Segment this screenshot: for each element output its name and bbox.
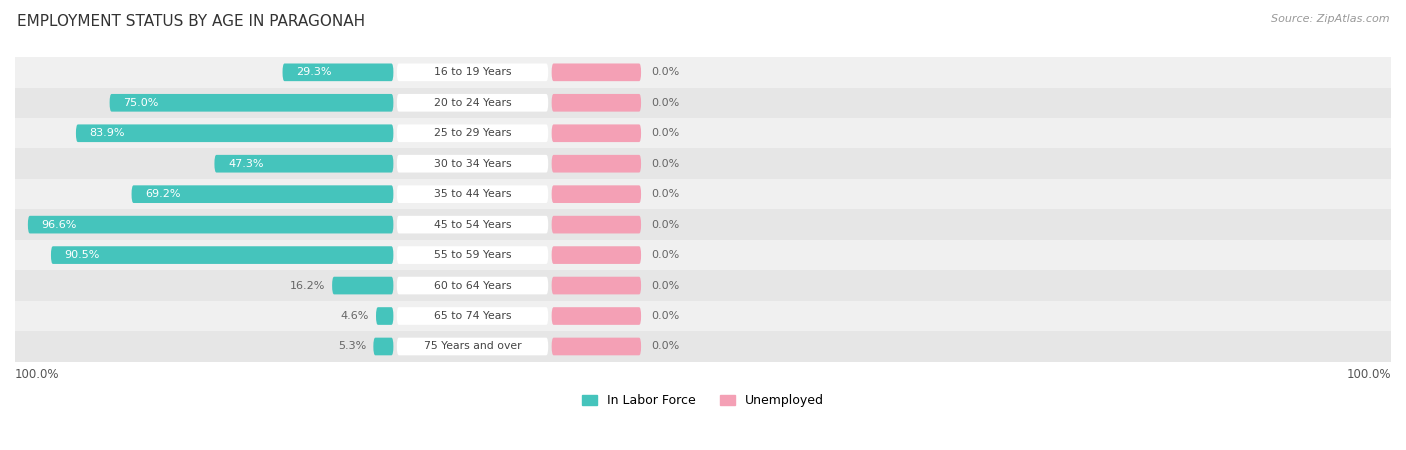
Text: 20 to 24 Years: 20 to 24 Years: [433, 98, 512, 108]
FancyBboxPatch shape: [551, 155, 641, 172]
Text: 55 to 59 Years: 55 to 59 Years: [434, 250, 512, 260]
FancyBboxPatch shape: [551, 124, 641, 142]
FancyBboxPatch shape: [396, 246, 548, 264]
FancyBboxPatch shape: [396, 277, 548, 294]
Text: 60 to 64 Years: 60 to 64 Years: [433, 280, 512, 291]
FancyBboxPatch shape: [132, 185, 394, 203]
Text: 47.3%: 47.3%: [228, 159, 264, 169]
FancyBboxPatch shape: [551, 63, 641, 81]
FancyBboxPatch shape: [396, 307, 548, 325]
Text: 96.6%: 96.6%: [42, 220, 77, 230]
FancyBboxPatch shape: [551, 307, 641, 325]
Bar: [15, 209, 1391, 240]
FancyBboxPatch shape: [396, 155, 548, 172]
Bar: [15, 88, 1391, 118]
Bar: [15, 331, 1391, 362]
Text: 16.2%: 16.2%: [290, 280, 325, 291]
FancyBboxPatch shape: [551, 216, 641, 234]
Text: Source: ZipAtlas.com: Source: ZipAtlas.com: [1271, 14, 1389, 23]
Text: EMPLOYMENT STATUS BY AGE IN PARAGONAH: EMPLOYMENT STATUS BY AGE IN PARAGONAH: [17, 14, 366, 28]
FancyBboxPatch shape: [551, 338, 641, 356]
Bar: [15, 240, 1391, 270]
Text: 75.0%: 75.0%: [124, 98, 159, 108]
FancyBboxPatch shape: [551, 277, 641, 294]
Text: 65 to 74 Years: 65 to 74 Years: [434, 311, 512, 321]
Text: 0.0%: 0.0%: [651, 280, 679, 291]
Text: 4.6%: 4.6%: [340, 311, 370, 321]
Bar: [15, 148, 1391, 179]
Bar: [15, 57, 1391, 88]
FancyBboxPatch shape: [396, 216, 548, 234]
FancyBboxPatch shape: [332, 277, 394, 294]
Text: 90.5%: 90.5%: [65, 250, 100, 260]
Bar: [15, 270, 1391, 301]
FancyBboxPatch shape: [283, 63, 394, 81]
Text: 0.0%: 0.0%: [651, 128, 679, 138]
Text: 0.0%: 0.0%: [651, 220, 679, 230]
Text: 29.3%: 29.3%: [297, 68, 332, 77]
Bar: [15, 301, 1391, 331]
Text: 5.3%: 5.3%: [339, 342, 367, 351]
FancyBboxPatch shape: [215, 155, 394, 172]
Text: 0.0%: 0.0%: [651, 342, 679, 351]
Legend: In Labor Force, Unemployed: In Labor Force, Unemployed: [576, 389, 830, 412]
Text: 0.0%: 0.0%: [651, 311, 679, 321]
Bar: [15, 118, 1391, 148]
Text: 0.0%: 0.0%: [651, 189, 679, 199]
Text: 16 to 19 Years: 16 to 19 Years: [434, 68, 512, 77]
FancyBboxPatch shape: [396, 338, 548, 356]
Text: 35 to 44 Years: 35 to 44 Years: [434, 189, 512, 199]
Text: 45 to 54 Years: 45 to 54 Years: [434, 220, 512, 230]
FancyBboxPatch shape: [396, 94, 548, 112]
FancyBboxPatch shape: [396, 185, 548, 203]
Text: 0.0%: 0.0%: [651, 159, 679, 169]
FancyBboxPatch shape: [374, 338, 394, 356]
FancyBboxPatch shape: [375, 307, 394, 325]
Text: 69.2%: 69.2%: [145, 189, 181, 199]
Text: 100.0%: 100.0%: [15, 369, 59, 382]
FancyBboxPatch shape: [396, 63, 548, 81]
FancyBboxPatch shape: [51, 246, 394, 264]
Text: 75 Years and over: 75 Years and over: [423, 342, 522, 351]
Text: 0.0%: 0.0%: [651, 250, 679, 260]
FancyBboxPatch shape: [396, 124, 548, 142]
FancyBboxPatch shape: [551, 246, 641, 264]
Bar: [15, 179, 1391, 209]
FancyBboxPatch shape: [551, 185, 641, 203]
FancyBboxPatch shape: [76, 124, 394, 142]
FancyBboxPatch shape: [110, 94, 394, 112]
Text: 0.0%: 0.0%: [651, 68, 679, 77]
Text: 30 to 34 Years: 30 to 34 Years: [433, 159, 512, 169]
FancyBboxPatch shape: [28, 216, 394, 234]
Text: 100.0%: 100.0%: [1347, 369, 1391, 382]
FancyBboxPatch shape: [551, 94, 641, 112]
Text: 83.9%: 83.9%: [90, 128, 125, 138]
Text: 0.0%: 0.0%: [651, 98, 679, 108]
Text: 25 to 29 Years: 25 to 29 Years: [434, 128, 512, 138]
